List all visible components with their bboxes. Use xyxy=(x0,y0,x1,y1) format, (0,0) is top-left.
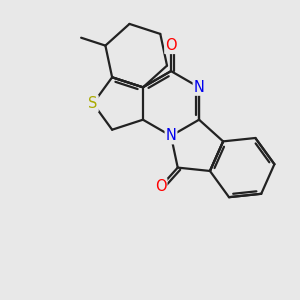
Text: O: O xyxy=(165,38,177,53)
Text: S: S xyxy=(88,96,98,111)
Text: N: N xyxy=(166,128,176,143)
Text: O: O xyxy=(155,179,167,194)
Text: N: N xyxy=(194,80,205,95)
